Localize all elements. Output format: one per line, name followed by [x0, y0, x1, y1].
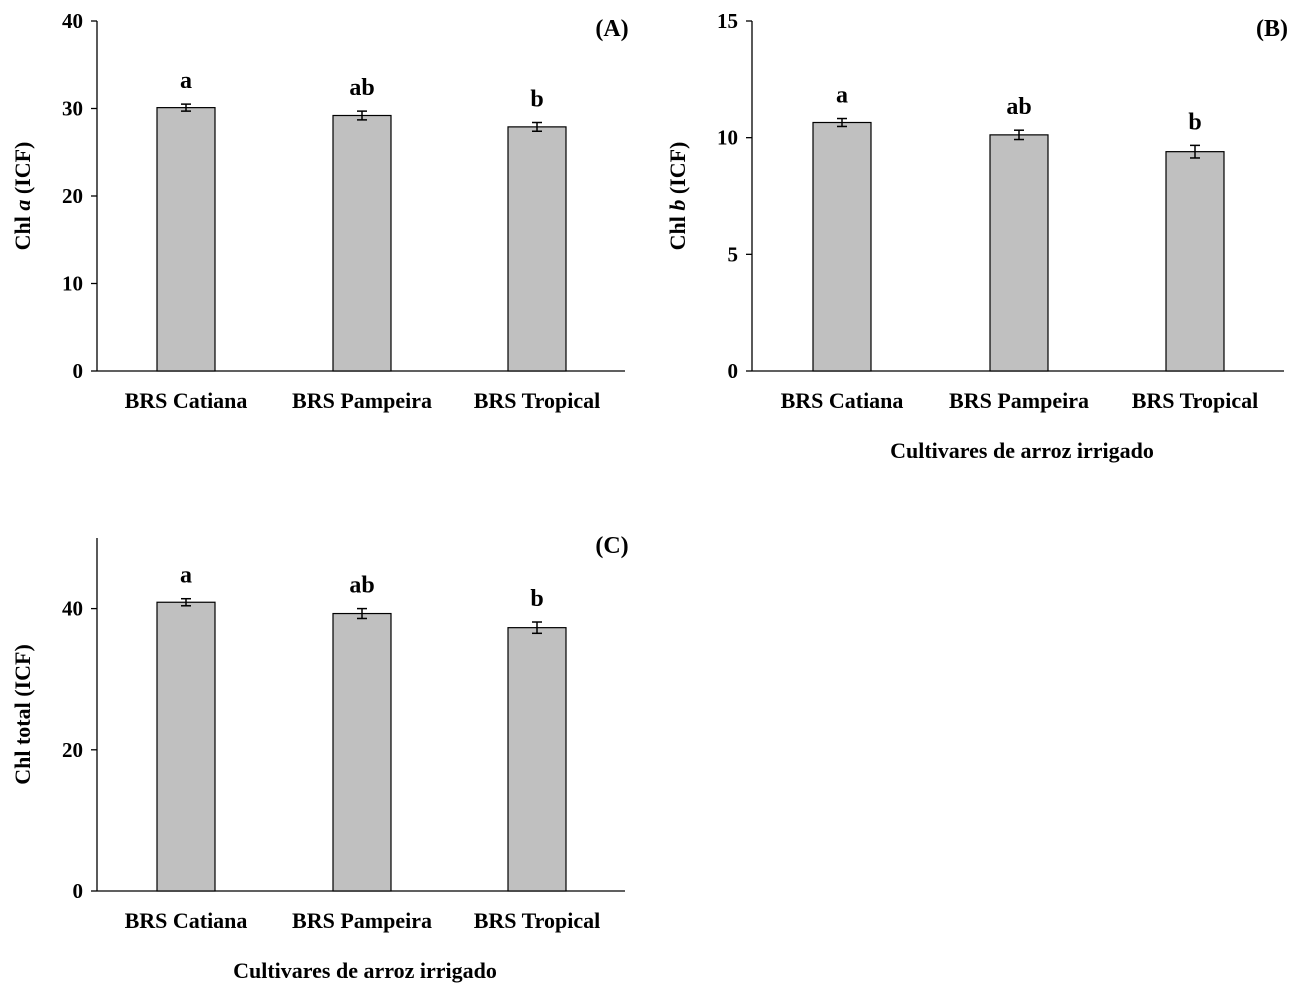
x-category-label: BRS Tropical [474, 908, 601, 933]
x-axis-title: Cultivares de arroz irrigado [233, 958, 497, 983]
bar [156, 107, 216, 372]
panel-a: 0 10 20 30 40 a BRS Catiana ab BRS Pampeira b BRS … [10, 9, 629, 413]
y-axis-title-part: (ICF) [10, 142, 35, 200]
significance-letter: ab [349, 573, 374, 599]
y-axis-title-part: Chl [665, 211, 690, 251]
y-tick-label: 5 [728, 242, 739, 266]
x-category-label: BRS Catiana [125, 908, 248, 933]
x-category-label: BRS Catiana [781, 388, 904, 413]
panel-label: (A) [595, 16, 628, 42]
bar [1165, 151, 1225, 372]
panel-b: 0 5 10 15 a BRS Catiana ab BRS Pampeira b BRS Tro… [665, 9, 1288, 463]
x-category-label: BRS Pampeira [292, 388, 432, 413]
y-tick-label: 0 [73, 359, 84, 383]
y-axis-title-italic: b [665, 200, 690, 211]
panel-label: (C) [595, 533, 628, 559]
y-tick-label: 0 [728, 359, 739, 383]
significance-letter: a [836, 83, 848, 109]
y-axis-title-part: Chl total (ICF) [10, 644, 35, 785]
significance-letter: ab [349, 75, 374, 101]
bar [156, 601, 216, 892]
x-axis-title: Cultivares de arroz irrigado [890, 438, 1154, 463]
bar [507, 627, 567, 892]
y-tick-label: 30 [62, 97, 83, 121]
y-tick-label: 40 [62, 9, 83, 33]
y-tick-label: 20 [62, 184, 83, 208]
y-tick-label: 40 [62, 597, 83, 621]
x-category-label: BRS Catiana [125, 388, 248, 413]
y-tick-label: 10 [62, 272, 83, 296]
panel-c: 0 20 40 a BRS Catiana ab BRS Pampeira b BRS Trop… [10, 533, 629, 983]
y-axis-title-part: Chl [10, 211, 35, 251]
y-axis-title: Chl b (ICF) [665, 142, 690, 251]
significance-letter: b [1188, 109, 1201, 135]
panel-label: (B) [1256, 16, 1288, 42]
x-category-label: BRS Tropical [1132, 388, 1259, 413]
y-tick-label: 0 [73, 879, 84, 903]
bar [332, 114, 392, 372]
y-tick-label: 20 [62, 738, 83, 762]
x-category-label: BRS Pampeira [292, 908, 432, 933]
significance-letter: a [180, 563, 192, 589]
y-axis-title: Chl total (ICF) [10, 644, 35, 785]
bar [332, 612, 392, 892]
significance-letter: ab [1006, 94, 1031, 120]
x-category-label: BRS Tropical [474, 388, 601, 413]
y-tick-label: 15 [717, 9, 738, 33]
bar [989, 134, 1049, 372]
significance-letter: b [530, 586, 543, 612]
bar [507, 126, 567, 372]
y-tick-label: 10 [717, 126, 738, 150]
bar [812, 121, 872, 372]
significance-letter: b [530, 87, 543, 113]
x-category-label: BRS Pampeira [949, 388, 1089, 413]
y-axis-title-italic: a [10, 200, 35, 211]
significance-letter: a [180, 68, 192, 94]
y-axis-title: Chl a (ICF) [10, 142, 35, 251]
y-axis-title-part: (ICF) [665, 142, 690, 200]
